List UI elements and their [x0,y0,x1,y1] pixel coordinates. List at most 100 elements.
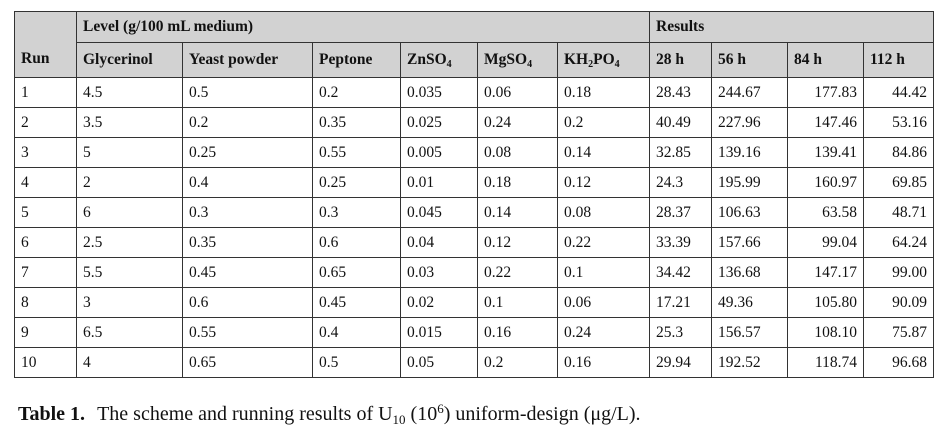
table-cell: 0.1 [557,257,650,288]
table-cell: 0.35 [182,227,313,258]
table-cell: 106.63 [711,197,788,228]
table-cell: 6.5 [76,317,183,348]
table-cell: 105.80 [787,287,864,318]
table-cell: 3 [14,137,77,168]
level-col-header: ZnSO4 [400,42,478,78]
table-cell: 69.85 [863,167,934,198]
table-cell: 0.65 [182,347,313,378]
table-cell: 118.74 [787,347,864,378]
table-cell: 244.67 [711,77,788,108]
table-cell: 0.24 [477,107,558,138]
table-cell: 25.3 [649,317,712,348]
table-cell: 0.14 [477,197,558,228]
table-cell: 0.12 [557,167,650,198]
table-cell: 147.17 [787,257,864,288]
table-row: 7 5.5 0.45 0.65 0.03 0.22 0.1 34.42 136.68 147.17… [14,257,934,288]
table-cell: 0.16 [557,347,650,378]
table-cell: 0.08 [477,137,558,168]
result-col-header: 56 h [711,42,788,78]
table-cell: 0.02 [400,287,478,318]
table-cell: 64.24 [863,227,934,258]
table-cell: 0.06 [557,287,650,318]
table-cell: 10 [14,347,77,378]
table-cell: 4.5 [76,77,183,108]
table-cell: 0.2 [557,107,650,138]
caption-text: The scheme and running results of U10 (1… [97,401,641,427]
table-cell: 84.86 [863,137,934,168]
table-row: 5 6 0.3 0.3 0.045 0.14 0.08 28.37 106.63 63.58 48.… [14,197,934,228]
table-cell: 0.045 [400,197,478,228]
table-cell: 227.96 [711,107,788,138]
level-col-header: Peptone [312,42,401,78]
table-cell: 63.58 [787,197,864,228]
table-cell: 44.42 [863,77,934,108]
table-cell: 1 [14,77,77,108]
table-cell: 0.55 [312,137,401,168]
table-cell: 160.97 [787,167,864,198]
table-cell: 3.5 [76,107,183,138]
table-cell: 49.36 [711,287,788,318]
result-col-header: 28 h [649,42,712,78]
table-row: 10 4 0.65 0.5 0.05 0.2 0.16 29.94 192.52 118.74 96… [14,347,934,378]
table-cell: 3 [76,287,183,318]
table-cell: 0.18 [477,167,558,198]
table-cell: 0.3 [182,197,313,228]
table-cell: 0.03 [400,257,478,288]
table-cell: 53.16 [863,107,934,138]
table-cell: 0.12 [477,227,558,258]
table-row: 3 5 0.25 0.55 0.005 0.08 0.14 32.85 139.16 139.41… [14,137,934,168]
table-cell: 0.1 [477,287,558,318]
table-cell: 99.00 [863,257,934,288]
table-cell: 0.14 [557,137,650,168]
table-cell: 2.5 [76,227,183,258]
caption-label: Table 1. [18,403,86,425]
table-cell: 0.25 [182,137,313,168]
table-cell: 0.005 [400,137,478,168]
table-cell: 0.18 [557,77,650,108]
table-row: 9 6.5 0.55 0.4 0.015 0.16 0.24 25.3 156.57 108.10… [14,317,934,348]
table-cell: 192.52 [711,347,788,378]
table-cell: 0.2 [312,77,401,108]
table-cell: 0.025 [400,107,478,138]
table-cell: 0.4 [312,317,401,348]
table-cell: 96.68 [863,347,934,378]
table-cell: 0.4 [182,167,313,198]
table-row: 6 2.5 0.35 0.6 0.04 0.12 0.22 33.39 157.66 99.04 6… [14,227,934,258]
table-cell: 34.42 [649,257,712,288]
table-cell: 7 [14,257,77,288]
table-cell: 0.22 [557,227,650,258]
table-cell: 6 [76,197,183,228]
table-cell: 5 [76,137,183,168]
table-cell: 0.45 [312,287,401,318]
table-cell: 32.85 [649,137,712,168]
table-cell: 6 [14,227,77,258]
table-cell: 177.83 [787,77,864,108]
table-cell: 0.05 [400,347,478,378]
table-cell: 139.16 [711,137,788,168]
table-cell: 0.16 [477,317,558,348]
table-cell: 0.6 [312,227,401,258]
table-cell: 0.25 [312,167,401,198]
table-cell: 157.66 [711,227,788,258]
table-cell: 136.68 [711,257,788,288]
table-cell: 195.99 [711,167,788,198]
table-cell: 147.46 [787,107,864,138]
table-cell: 156.57 [711,317,788,348]
table-cell: 29.94 [649,347,712,378]
table-row: 1 4.5 0.5 0.2 0.035 0.06 0.18 28.43 244.67 177.83… [14,77,934,108]
table-row: 4 2 0.4 0.25 0.01 0.18 0.12 24.3 195.99 160.97 69.… [14,167,934,198]
level-col-header: Yeast powder [182,42,313,78]
table-cell: 0.35 [312,107,401,138]
table-cell: 0.035 [400,77,478,108]
table-cell: 0.5 [312,347,401,378]
table-cell: 108.10 [787,317,864,348]
table-row: 2 3.5 0.2 0.35 0.025 0.24 0.2 40.49 227.96 147.46… [14,107,934,138]
table-cell: 2 [14,107,77,138]
table-cell: 0.3 [312,197,401,228]
table-cell: 48.71 [863,197,934,228]
table-cell: 0.6 [182,287,313,318]
table-cell: 8 [14,287,77,318]
table-cell: 0.5 [182,77,313,108]
table-caption: Table 1. The scheme and running results o… [18,401,641,427]
result-col-header: 84 h [787,42,864,78]
